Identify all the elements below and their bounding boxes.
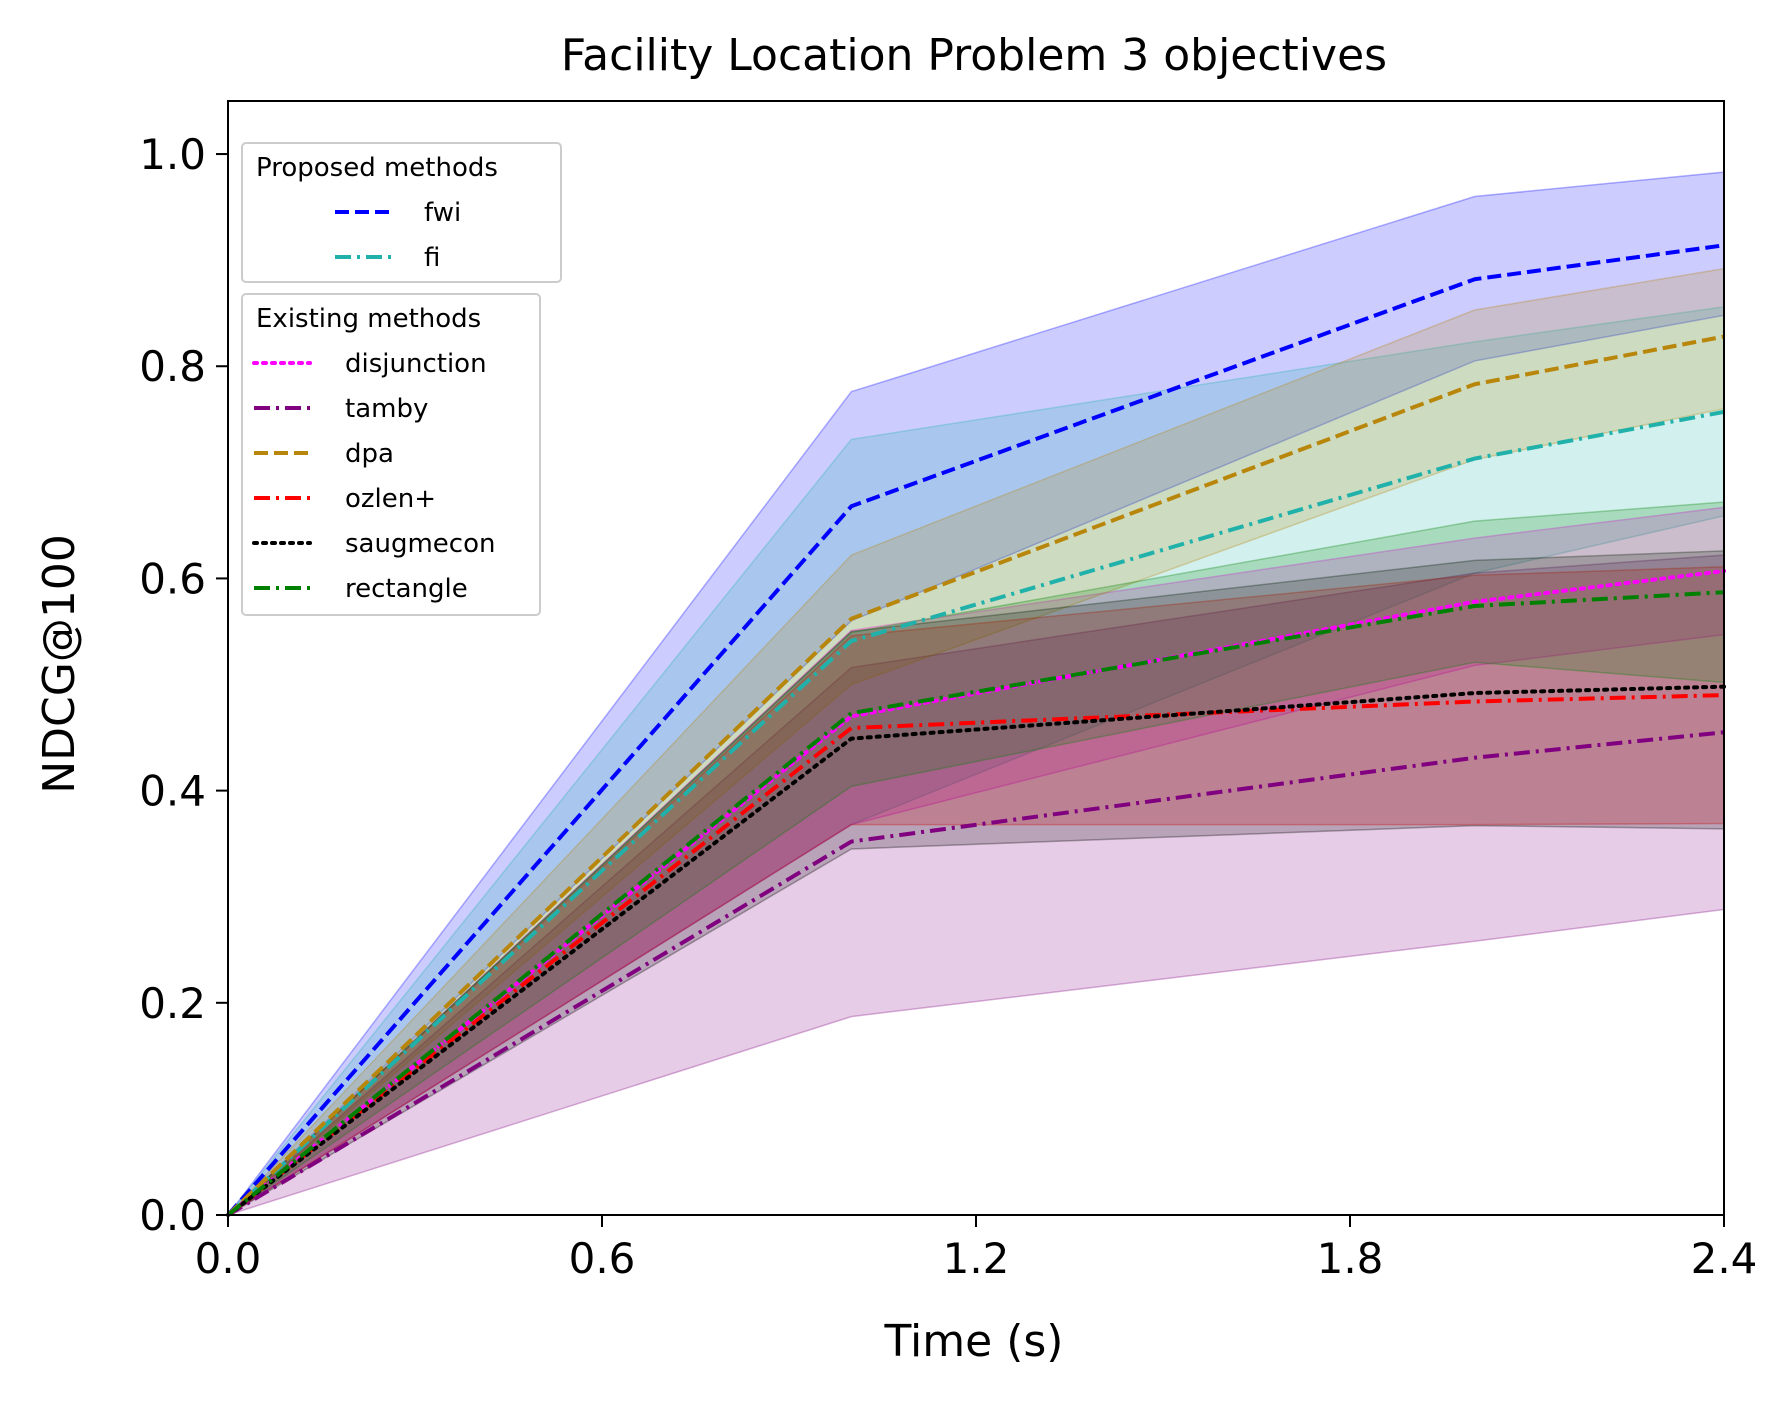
legend-label-tamby: tamby <box>345 394 428 424</box>
x-axis-ticks: 0.0 0.6 1.2 1.8 2.4 <box>195 1215 1758 1283</box>
chart-title: Facility Location Problem 3 objectives <box>561 30 1387 81</box>
x-tick-label: 0.0 <box>195 1234 262 1283</box>
legend-label-rectangle: rectangle <box>345 574 468 604</box>
series-line-dpa <box>226 334 1725 1217</box>
legend-box <box>241 293 541 616</box>
legend-group: Existing methods disjunction tamby dpa ozlen… <box>241 293 541 616</box>
series-line-tamby <box>226 730 1725 1217</box>
legend-label-fwi: fwi <box>424 198 461 228</box>
y-tick-label: 0.6 <box>139 554 206 603</box>
x-tick-label: 1.8 <box>1317 1234 1384 1283</box>
series-lines <box>226 243 1726 1217</box>
y-tick-label: 0.4 <box>139 767 206 816</box>
legend-label-saugmecon: saugmecon <box>345 529 495 559</box>
y-tick-label: 1.0 <box>139 130 206 179</box>
series-line-ozlen <box>226 693 1725 1217</box>
y-tick-label: 0.8 <box>139 342 206 391</box>
series-line-rectangle <box>226 590 1725 1217</box>
y-tick-label: 0.2 <box>139 979 206 1028</box>
series-line-fi <box>226 409 1725 1217</box>
x-tick-label: 0.6 <box>569 1234 636 1283</box>
legend-label-fi: fi <box>424 243 440 273</box>
legend-label-dpa: dpa <box>345 439 394 469</box>
legend-title: Existing methods <box>256 304 481 334</box>
legend-title: Proposed methods <box>256 153 498 183</box>
y-axis-ticks: 0.0 0.2 0.4 0.6 0.8 1.0 <box>139 130 228 1240</box>
legend: Proposed methods fwi fi Existing methods dis… <box>241 142 562 616</box>
legend-group: Proposed methods fwi fi <box>241 142 562 283</box>
legend-label-disjunction: disjunction <box>345 349 487 379</box>
x-axis-label: Time (s) <box>884 1316 1064 1367</box>
x-tick-label: 2.4 <box>1691 1234 1758 1283</box>
legend-box <box>241 142 562 283</box>
series-line-fwi <box>226 243 1725 1217</box>
y-tick-label: 0.0 <box>139 1191 206 1240</box>
y-axis-label: NDCG@100 <box>34 534 85 794</box>
legend-label-ozlen: ozlen+ <box>345 484 436 514</box>
series-line-saugmecon <box>226 684 1726 1217</box>
x-tick-label: 1.2 <box>943 1234 1010 1283</box>
